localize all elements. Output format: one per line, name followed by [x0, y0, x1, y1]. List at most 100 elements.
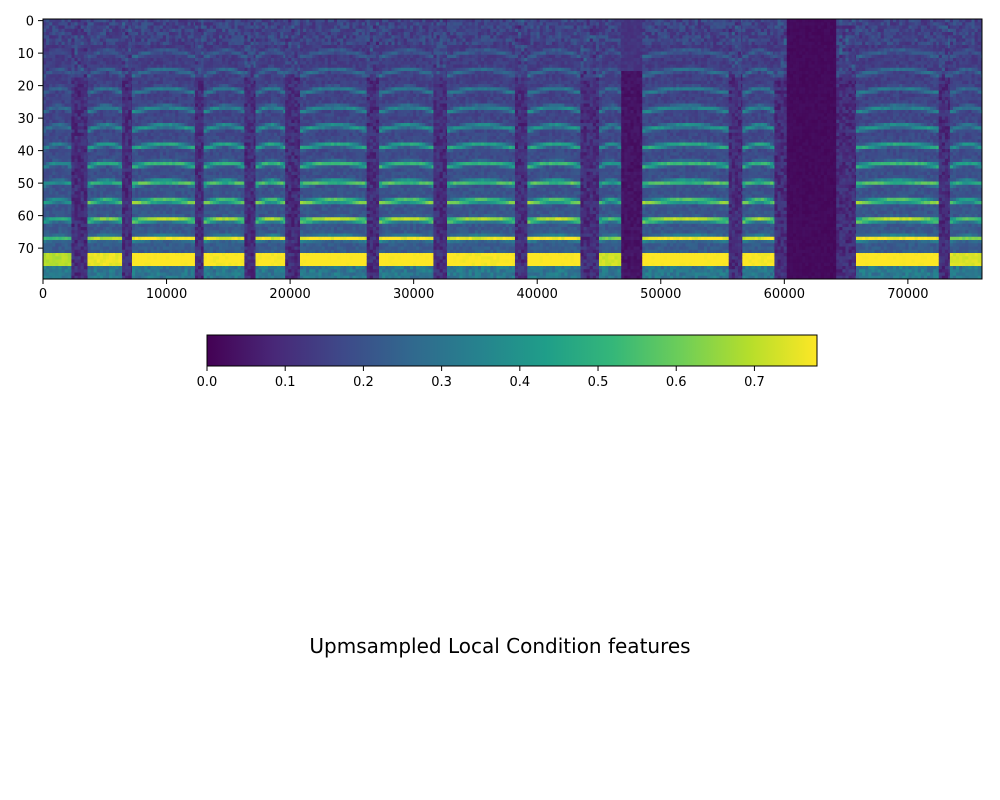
heatmap-cell: [52, 178, 55, 182]
heatmap-cell: [75, 130, 78, 134]
heatmap-cell: [84, 42, 87, 46]
heatmap-cell: [97, 230, 100, 234]
heatmap-cell: [62, 227, 65, 231]
heatmap-cell: [84, 247, 87, 251]
heatmap-cell: [49, 143, 52, 147]
heatmap-cell: [100, 19, 103, 23]
heatmap-cell: [65, 94, 68, 98]
heatmap-cell: [75, 91, 78, 95]
heatmap-cell: [52, 208, 55, 212]
heatmap-cell: [46, 178, 49, 182]
heatmap-cell: [81, 260, 84, 264]
heatmap-cell: [71, 217, 74, 221]
heatmap-cell: [81, 84, 84, 88]
heatmap-cell: [68, 113, 71, 117]
heatmap-cell: [49, 71, 52, 75]
heatmap-cell: [81, 159, 84, 163]
heatmap-cell: [65, 253, 68, 257]
heatmap-cell: [62, 123, 65, 127]
heatmap-cell: [65, 68, 68, 72]
heatmap-cell: [100, 35, 103, 39]
heatmap-cell: [87, 159, 90, 163]
heatmap-cell: [46, 81, 49, 85]
heatmap-cell: [71, 256, 74, 260]
heatmap-cell: [49, 39, 52, 43]
heatmap-cell: [97, 91, 100, 95]
heatmap-cell: [91, 136, 94, 140]
heatmap-cell: [68, 221, 71, 225]
heatmap-cell: [49, 152, 52, 156]
heatmap-cell: [97, 26, 100, 30]
heatmap-cell: [52, 169, 55, 173]
heatmap-cell: [87, 126, 90, 130]
heatmap-cell: [46, 104, 49, 108]
heatmap-cell: [100, 217, 103, 221]
heatmap-cell: [81, 136, 84, 140]
heatmap-cell: [103, 39, 106, 43]
heatmap-cell: [91, 39, 94, 43]
heatmap-cell: [91, 273, 94, 277]
heatmap-cell: [94, 61, 97, 65]
heatmap-cell: [55, 55, 58, 59]
heatmap-cell: [84, 68, 87, 72]
heatmap-cell: [100, 230, 103, 234]
heatmap-cell: [58, 172, 61, 176]
heatmap-cell: [65, 87, 68, 91]
heatmap-cell: [55, 133, 58, 137]
heatmap-cell: [94, 81, 97, 85]
heatmap-cell: [75, 188, 78, 192]
heatmap-cell: [94, 94, 97, 98]
heatmap-cell: [58, 29, 61, 33]
heatmap-cell: [87, 217, 90, 221]
heatmap-cell: [87, 26, 90, 30]
heatmap-cell: [75, 143, 78, 147]
heatmap-cell: [68, 198, 71, 202]
heatmap-cell: [68, 97, 71, 101]
heatmap-cell: [91, 240, 94, 244]
heatmap-cell: [84, 214, 87, 218]
heatmap-cell: [58, 94, 61, 98]
heatmap-cell: [46, 188, 49, 192]
heatmap-cell: [65, 65, 68, 69]
heatmap-cell: [58, 185, 61, 189]
heatmap-cell: [94, 97, 97, 101]
heatmap-cell: [78, 165, 81, 169]
heatmap-cell: [71, 107, 74, 111]
heatmap-cell: [52, 217, 55, 221]
heatmap-cell: [78, 198, 81, 202]
heatmap-cell: [84, 130, 87, 134]
heatmap-cell: [75, 266, 78, 270]
heatmap-cell: [94, 149, 97, 153]
heatmap-cell: [87, 224, 90, 228]
heatmap-cell: [84, 32, 87, 36]
heatmap-cell: [84, 159, 87, 163]
heatmap-cell: [91, 110, 94, 114]
heatmap-cell: [65, 123, 68, 127]
heatmap-cell: [49, 266, 52, 270]
heatmap-cell: [55, 198, 58, 202]
heatmap-cell: [68, 234, 71, 238]
heatmap-cell: [46, 149, 49, 153]
heatmap-cell: [46, 266, 49, 270]
heatmap-cell: [65, 110, 68, 114]
heatmap-cell: [75, 269, 78, 273]
heatmap-cell: [78, 204, 81, 208]
heatmap-cell: [58, 107, 61, 111]
heatmap-cell: [46, 273, 49, 277]
heatmap-cell: [81, 61, 84, 65]
heatmap-cell: [58, 266, 61, 270]
heatmap-cell: [55, 208, 58, 212]
heatmap-cell: [84, 162, 87, 166]
heatmap-cell: [91, 224, 94, 228]
heatmap-cell: [94, 247, 97, 251]
heatmap-cell: [75, 78, 78, 82]
heatmap-cell: [43, 74, 46, 78]
heatmap-cell: [71, 126, 74, 130]
heatmap-cell: [91, 48, 94, 52]
heatmap-cell: [58, 65, 61, 69]
heatmap-cell: [58, 71, 61, 75]
heatmap-cell: [46, 169, 49, 173]
heatmap-cell: [43, 68, 46, 72]
heatmap-cell: [55, 172, 58, 176]
heatmap-cell: [87, 139, 90, 143]
